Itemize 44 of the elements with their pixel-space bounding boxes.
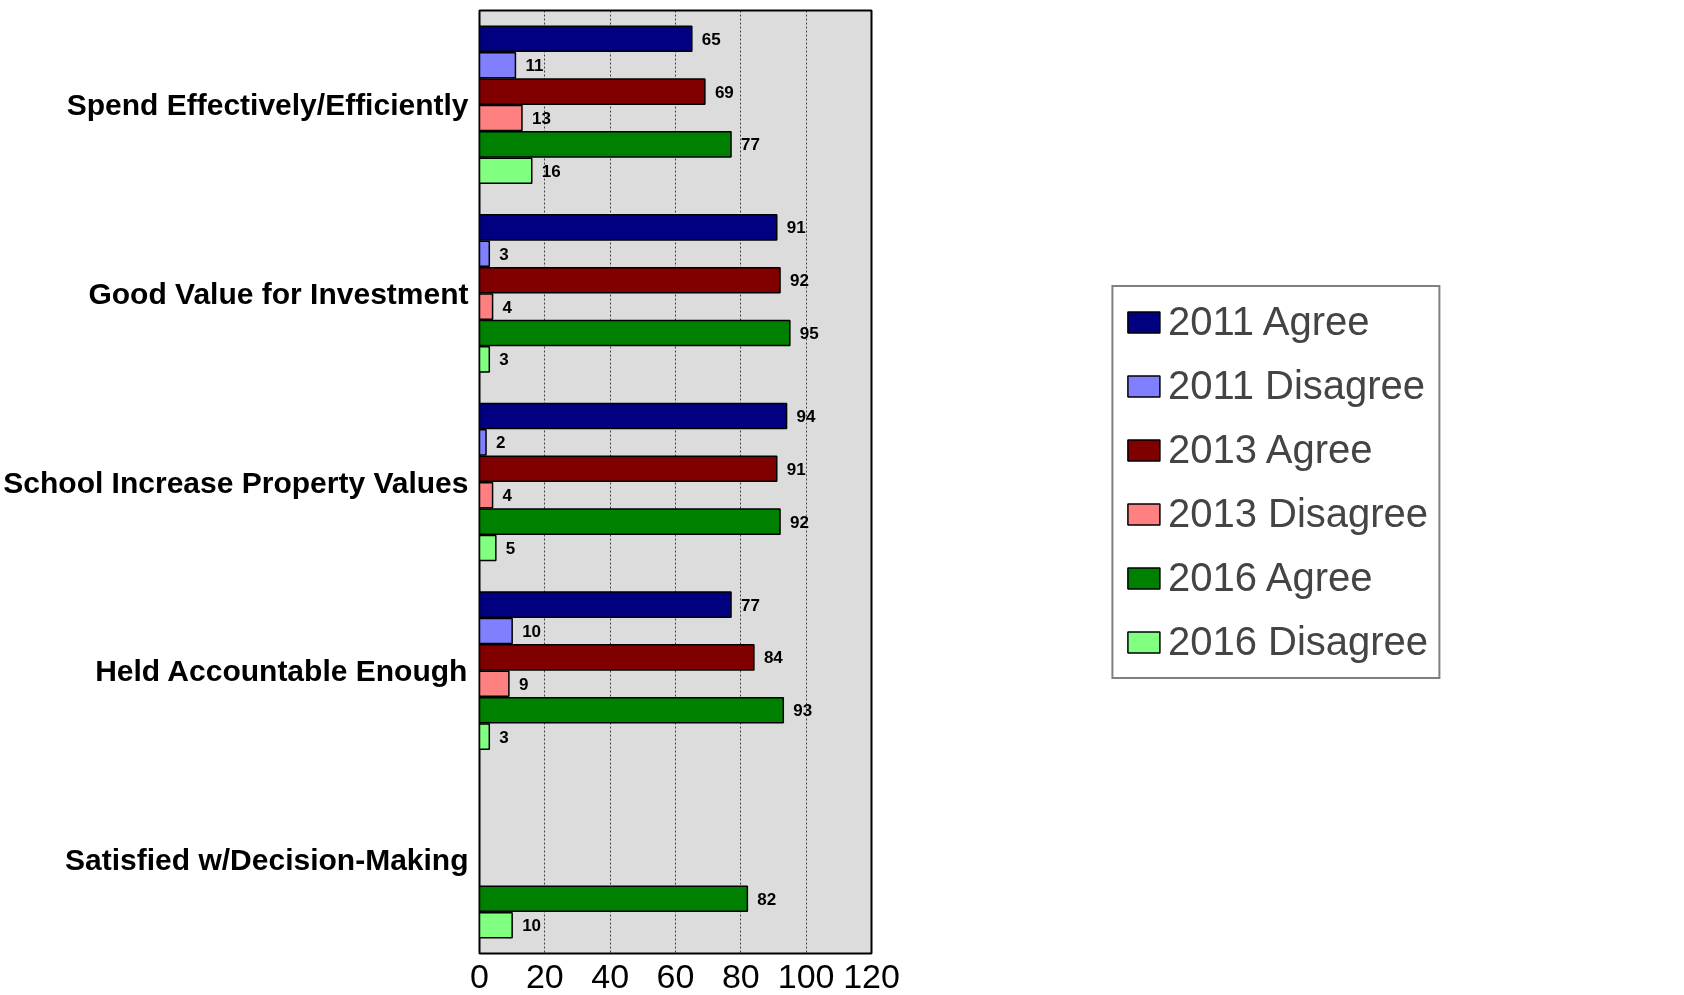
x-tick-label: 80 [721, 956, 760, 995]
data-label: 10 [522, 916, 542, 936]
data-label: 3 [499, 727, 509, 747]
legend-label: 2011 Disagree [1167, 362, 1426, 409]
legend-label: 2013 Disagree [1167, 490, 1429, 537]
data-label: 93 [793, 701, 813, 721]
data-label: 65 [701, 29, 721, 49]
data-label: 84 [763, 648, 784, 668]
y-tick-label: Satisfied w/Decision-Making [65, 842, 469, 876]
data-label: 4 [502, 486, 513, 506]
x-tick-label: 0 [470, 956, 489, 995]
data-label: 77 [741, 595, 760, 615]
data-label: 10 [522, 621, 542, 641]
data-label: 4 [502, 297, 513, 317]
data-label: 92 [790, 512, 809, 532]
legend-label: 2011 Agree [1167, 298, 1370, 345]
x-tick-label: 60 [656, 956, 695, 995]
legend-label: 2013 Agree [1167, 426, 1373, 473]
x-tick-label: 20 [525, 956, 564, 995]
legend-label: 2016 Disagree [1167, 618, 1429, 665]
data-label: 16 [541, 161, 561, 181]
data-label: 77 [741, 135, 760, 155]
legend-label: 2016 Agree [1167, 554, 1373, 601]
data-label: 3 [499, 244, 509, 264]
data-label: 82 [757, 889, 777, 909]
data-label: 69 [714, 82, 734, 102]
y-tick-label: Held Accountable Enough [95, 654, 468, 688]
data-label: 94 [796, 406, 817, 426]
y-tick-label: Good Value for Investment [88, 276, 469, 310]
data-label: 11 [525, 56, 544, 76]
data-label: 95 [799, 324, 819, 344]
y-tick-label: Spend Effectively/Efficiently [66, 88, 469, 122]
data-label: 3 [499, 350, 509, 370]
y-tick-label: School Increase Property Values [3, 465, 469, 499]
x-tick-label: 40 [591, 956, 630, 995]
data-label: 2 [496, 433, 506, 453]
data-label: 91 [786, 459, 806, 479]
data-label: 13 [531, 109, 551, 128]
x-tick-label: 120 [843, 956, 900, 995]
x-tick-label: 100 [777, 956, 835, 995]
data-label: 9 [518, 674, 529, 694]
data-label: 91 [786, 218, 806, 238]
data-label: 5 [505, 539, 516, 559]
data-label: 92 [790, 271, 809, 291]
